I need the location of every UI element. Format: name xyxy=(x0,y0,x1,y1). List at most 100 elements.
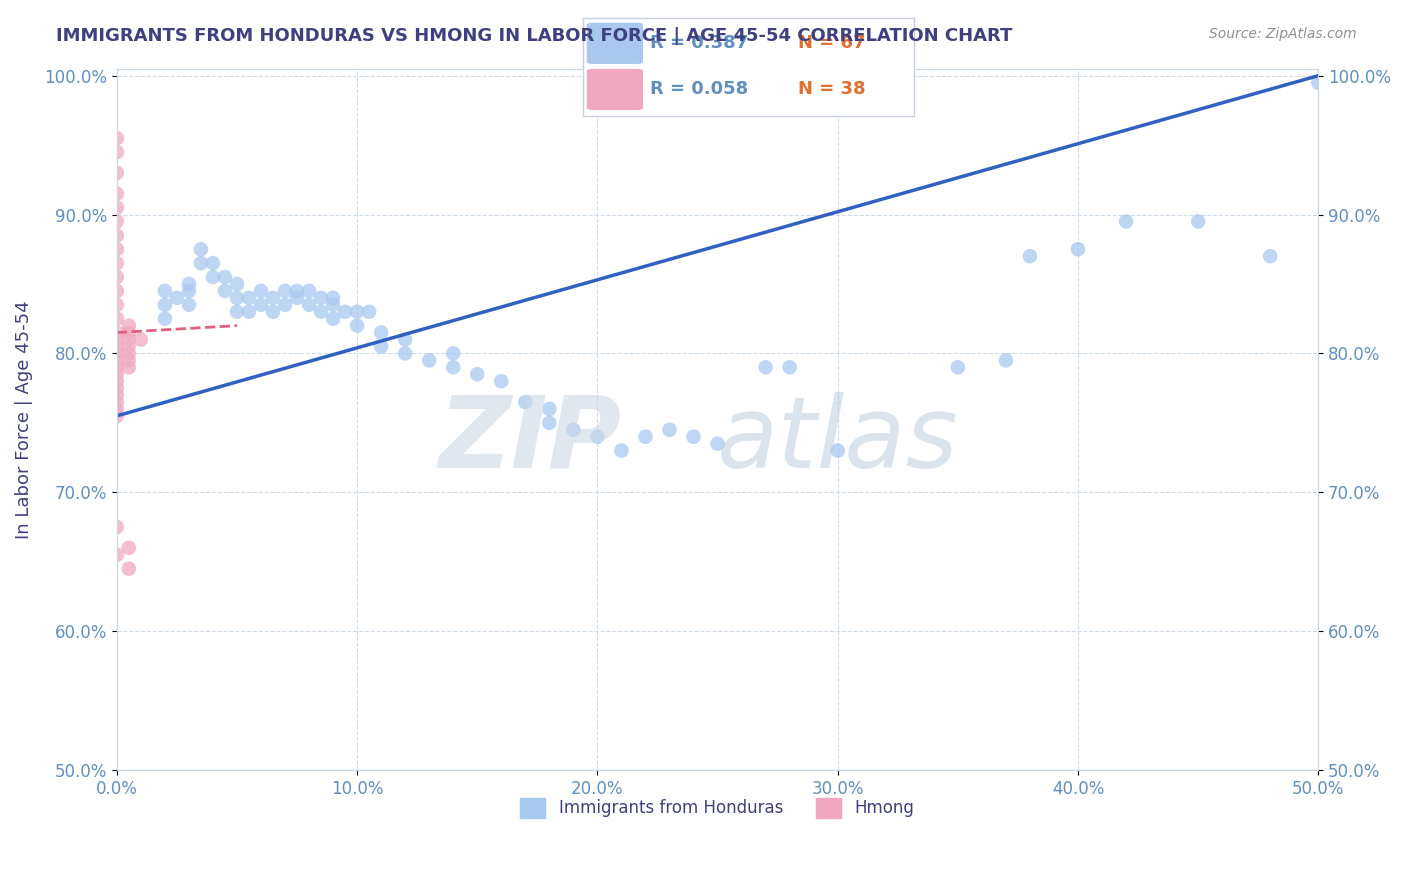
Point xyxy=(262,291,284,305)
Point xyxy=(322,298,344,312)
Point xyxy=(706,436,728,450)
Point xyxy=(274,284,297,298)
Point xyxy=(394,333,416,347)
Point xyxy=(177,284,200,298)
Point xyxy=(298,298,321,312)
Point xyxy=(322,291,344,305)
Point xyxy=(226,304,249,318)
Point xyxy=(465,368,488,382)
Point xyxy=(1258,249,1281,263)
Point xyxy=(105,409,128,423)
Point xyxy=(105,395,128,409)
Point xyxy=(105,374,128,388)
Point xyxy=(214,270,236,285)
Point xyxy=(105,353,128,368)
Point xyxy=(190,242,212,256)
Point xyxy=(359,304,381,318)
Point xyxy=(118,541,141,555)
Point xyxy=(105,333,128,347)
Text: N = 38: N = 38 xyxy=(799,80,866,98)
Point xyxy=(1019,249,1042,263)
Point xyxy=(214,284,236,298)
Point xyxy=(105,145,128,159)
Point xyxy=(190,256,212,270)
Point xyxy=(250,298,273,312)
Point xyxy=(586,430,609,444)
Point xyxy=(105,381,128,395)
Point xyxy=(226,291,249,305)
Point xyxy=(827,443,849,458)
Point xyxy=(118,360,141,375)
Point xyxy=(370,339,392,353)
Point xyxy=(1067,242,1090,256)
Point xyxy=(370,326,392,340)
Text: IMMIGRANTS FROM HONDURAS VS HMONG IN LABOR FORCE | AGE 45-54 CORRELATION CHART: IMMIGRANTS FROM HONDURAS VS HMONG IN LAB… xyxy=(56,27,1012,45)
Point xyxy=(538,401,561,416)
Point xyxy=(105,166,128,180)
Point xyxy=(105,401,128,416)
Point xyxy=(309,291,332,305)
FancyBboxPatch shape xyxy=(586,69,643,110)
Point xyxy=(682,430,704,444)
Point xyxy=(201,256,224,270)
Point xyxy=(238,291,260,305)
Point xyxy=(285,291,308,305)
Text: R = 0.058: R = 0.058 xyxy=(650,80,748,98)
Point xyxy=(129,333,152,347)
Legend: Immigrants from Honduras, Hmong: Immigrants from Honduras, Hmong xyxy=(513,791,921,825)
Point xyxy=(105,284,128,298)
Point xyxy=(262,304,284,318)
Point xyxy=(118,318,141,333)
Point xyxy=(1115,214,1137,228)
Point xyxy=(105,346,128,360)
Point xyxy=(610,443,633,458)
Point xyxy=(779,360,801,375)
Point xyxy=(394,346,416,360)
Point xyxy=(105,214,128,228)
Text: ZIP: ZIP xyxy=(439,392,621,489)
Point xyxy=(105,388,128,402)
Point xyxy=(515,395,537,409)
Point xyxy=(105,520,128,534)
Point xyxy=(562,423,585,437)
Text: R = 0.387: R = 0.387 xyxy=(650,35,748,53)
Point xyxy=(118,353,141,368)
Point xyxy=(322,311,344,326)
Point xyxy=(491,374,513,388)
Point xyxy=(538,416,561,430)
Point xyxy=(177,298,200,312)
Point xyxy=(166,291,188,305)
Point xyxy=(153,298,176,312)
Point xyxy=(105,311,128,326)
Point xyxy=(418,353,440,368)
Point xyxy=(105,201,128,215)
Point xyxy=(177,277,200,291)
Point xyxy=(658,423,681,437)
Point xyxy=(105,368,128,382)
Point xyxy=(755,360,778,375)
Point xyxy=(105,131,128,145)
Point xyxy=(1308,76,1330,90)
Text: atlas: atlas xyxy=(717,392,959,489)
Point xyxy=(226,277,249,291)
Y-axis label: In Labor Force | Age 45-54: In Labor Force | Age 45-54 xyxy=(15,300,32,539)
Point xyxy=(118,346,141,360)
Point xyxy=(946,360,969,375)
Point xyxy=(105,256,128,270)
Point xyxy=(153,311,176,326)
FancyBboxPatch shape xyxy=(586,23,643,64)
Point xyxy=(274,298,297,312)
Point xyxy=(994,353,1017,368)
Point xyxy=(346,318,368,333)
Point xyxy=(346,304,368,318)
Point xyxy=(441,346,464,360)
Point xyxy=(1187,214,1209,228)
Point xyxy=(298,284,321,298)
Point xyxy=(105,186,128,201)
Point xyxy=(309,304,332,318)
Text: N = 67: N = 67 xyxy=(799,35,866,53)
Point xyxy=(153,284,176,298)
Point xyxy=(105,326,128,340)
Text: Source: ZipAtlas.com: Source: ZipAtlas.com xyxy=(1209,27,1357,41)
Point xyxy=(441,360,464,375)
